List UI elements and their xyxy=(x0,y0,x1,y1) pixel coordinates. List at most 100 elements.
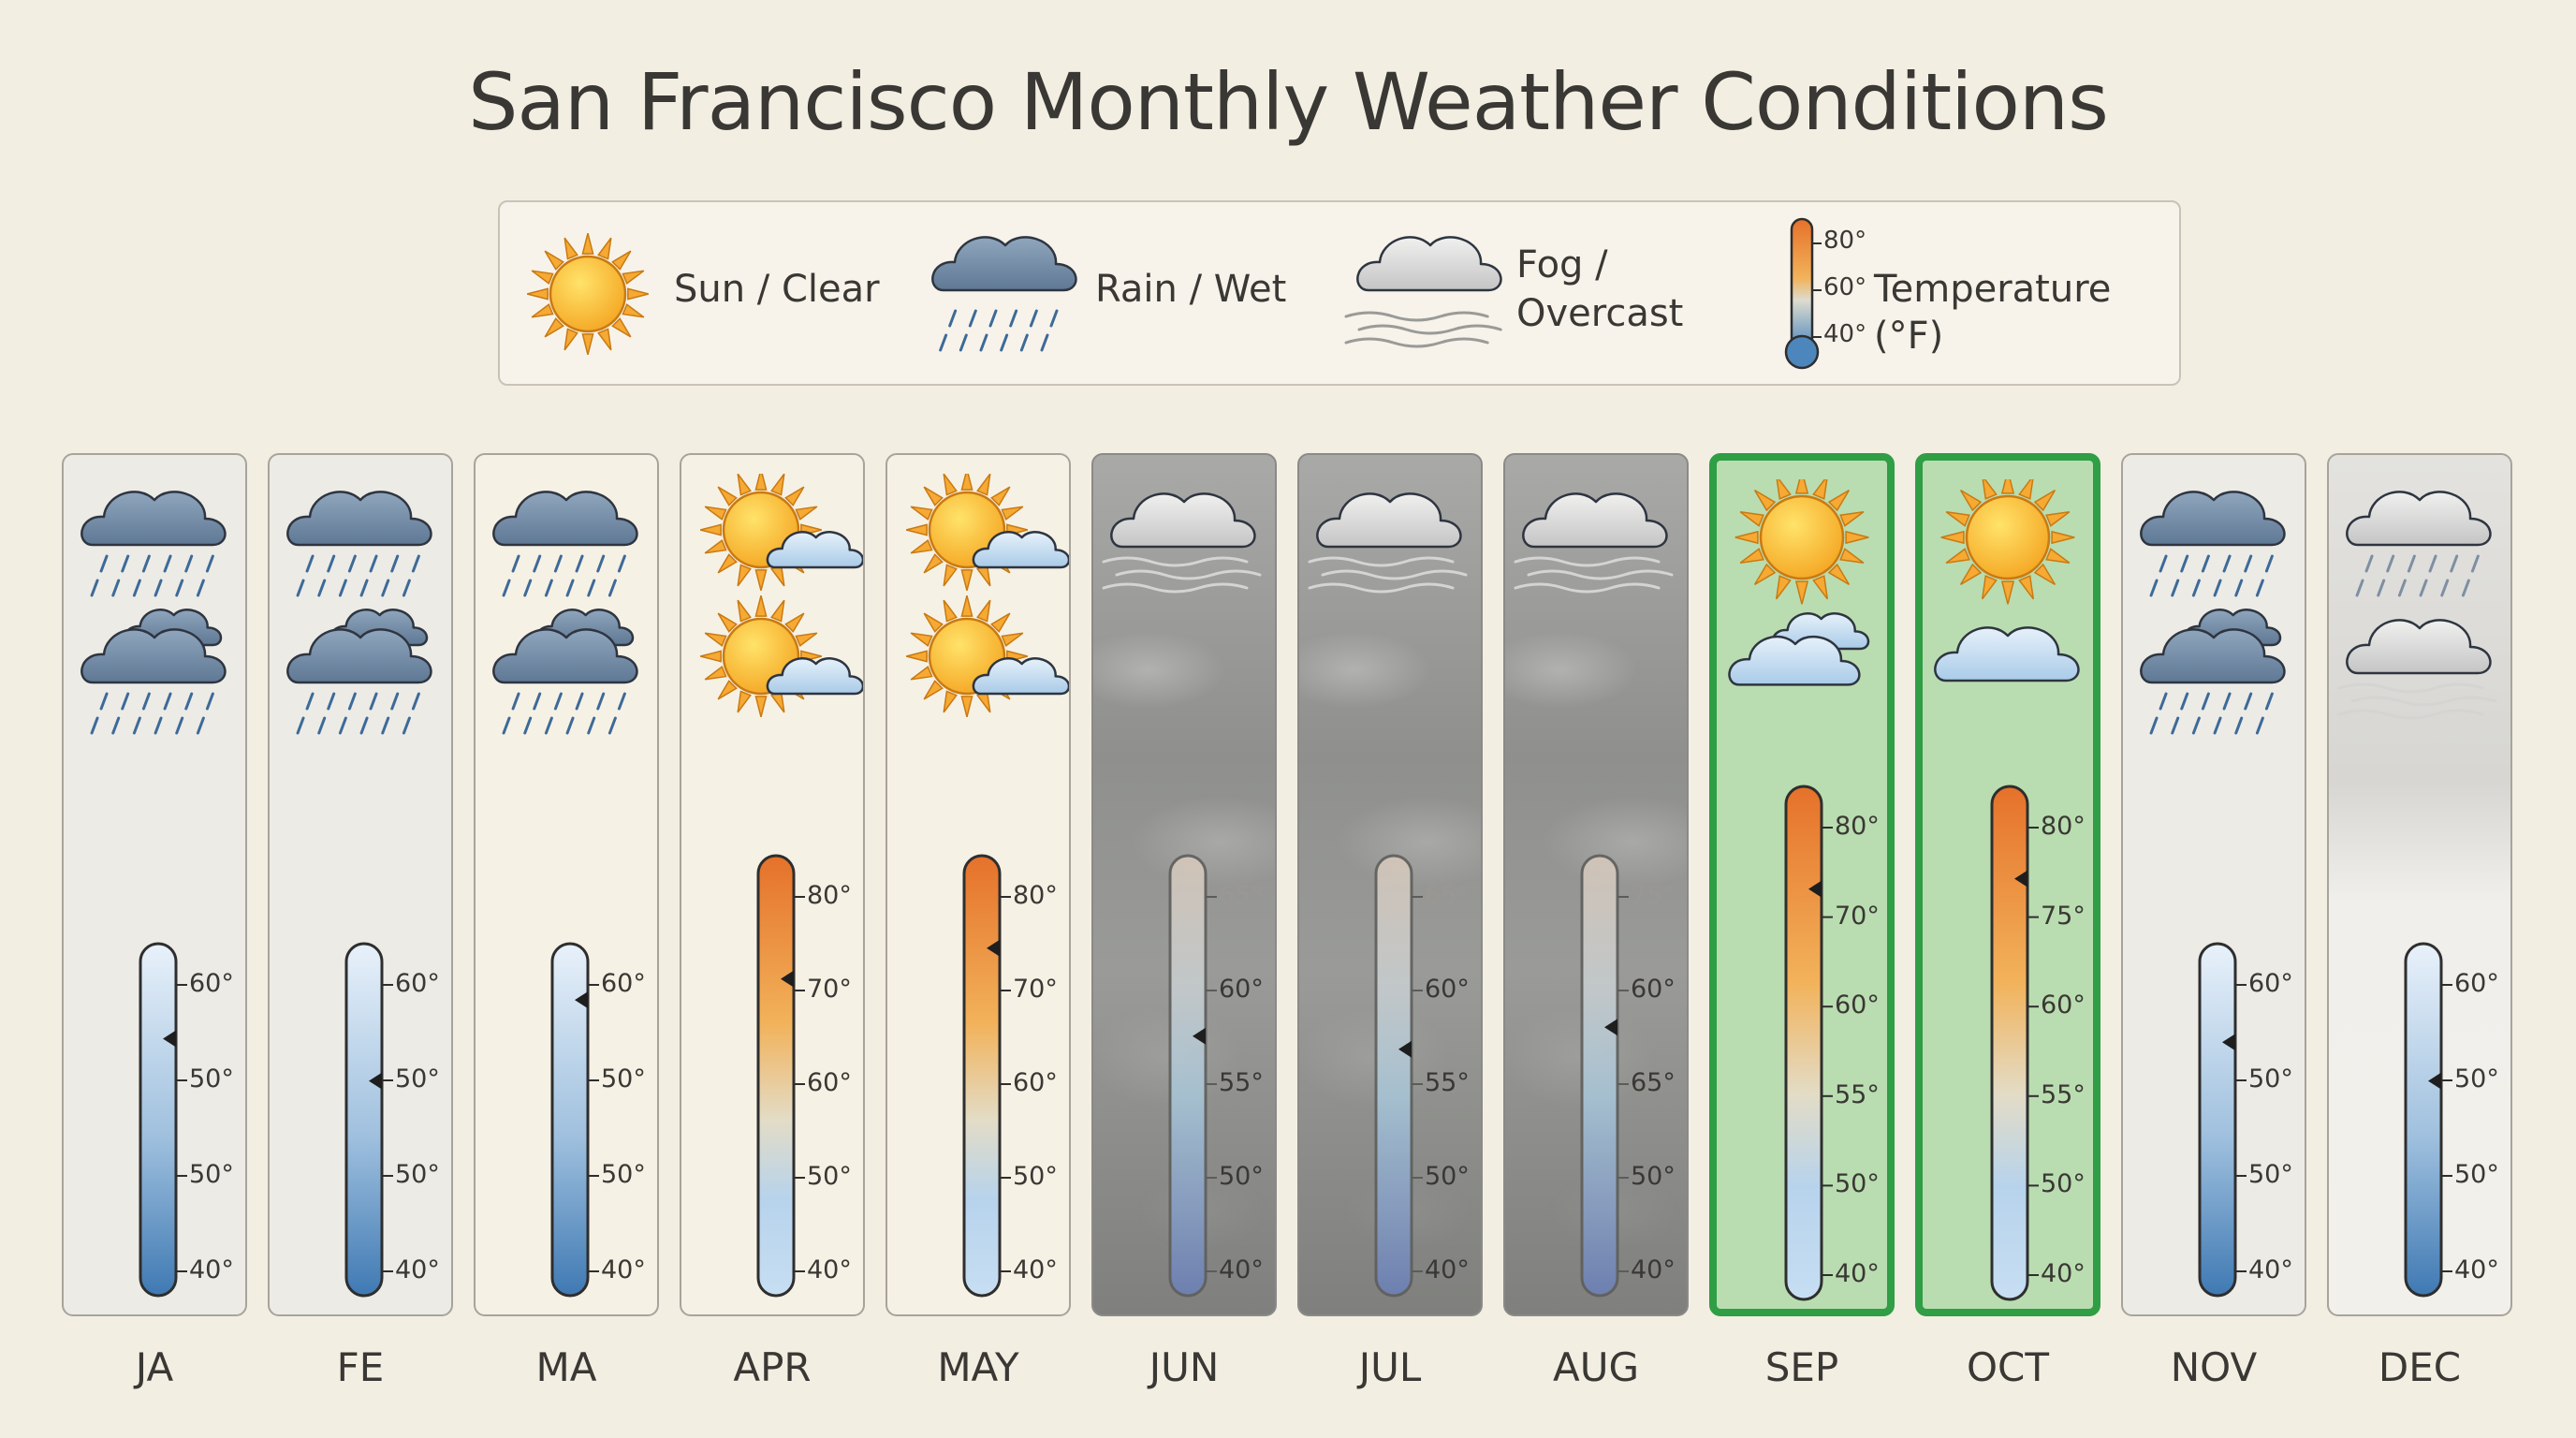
tick-label: 40° xyxy=(395,1255,440,1284)
tick-label: 60° xyxy=(2248,969,2293,998)
legend-rain-label: Rain / Wet xyxy=(1095,268,1287,311)
weather-icons xyxy=(2140,491,2286,735)
tick-label: 65° xyxy=(1219,881,1264,910)
weather-icons xyxy=(700,474,863,717)
legend-fog-label-1: Fog / xyxy=(1516,243,1608,286)
month-label-jun: JUN xyxy=(1149,1344,1220,1390)
month-column-sep: 80° 70° 60° 55° 50° 40° xyxy=(1709,453,1895,1316)
tick-label: 50° xyxy=(1219,1162,1264,1191)
legend-sun-label: Sun / Clear xyxy=(674,268,880,311)
thermometer xyxy=(139,942,187,1298)
month-column-oct: 80° 75° 60° 55° 50° 40° xyxy=(1915,453,2100,1316)
tick-label: 80° xyxy=(807,881,852,910)
tick-label: 60° xyxy=(189,969,234,998)
month-column-apr: 80° 70° 60° 50° 40° xyxy=(680,453,865,1316)
tick-label: 50° xyxy=(807,1162,852,1191)
thermometer xyxy=(962,854,1011,1298)
legend-tick-60: 60° xyxy=(1823,273,1867,301)
weather-icons xyxy=(1308,492,1468,594)
tick-label: 50° xyxy=(2248,1064,2293,1093)
tick-label: 60° xyxy=(601,969,646,998)
tick-label: 50° xyxy=(2248,1160,2293,1189)
month-label-nov: NOV xyxy=(2170,1344,2258,1390)
month-column-jun: 65° 60° 55° 50° 40° xyxy=(1091,453,1277,1316)
tick-label: 50° xyxy=(189,1064,234,1093)
month-label-apr: APR xyxy=(733,1344,812,1390)
rain-cloud-icon xyxy=(931,236,1077,352)
tick-label: 50° xyxy=(395,1064,440,1093)
fog-cloud-icon xyxy=(1344,236,1502,348)
weather-icons xyxy=(492,491,638,735)
tick-label: 40° xyxy=(1631,1255,1676,1284)
tick-label: 50° xyxy=(2041,1169,2086,1199)
tick-label: 40° xyxy=(2454,1255,2499,1284)
tick-label: 55° xyxy=(2041,1079,2086,1109)
weather-icons xyxy=(80,491,227,735)
tick-label: 40° xyxy=(189,1255,234,1284)
tick-label: 60° xyxy=(1013,1068,1058,1097)
tick-label: 50° xyxy=(1835,1169,1880,1199)
tick-label: 60° xyxy=(1631,975,1676,1004)
tick-label: 80° xyxy=(1835,812,1880,841)
legend: Sun / Clear Rain / Wet xyxy=(498,200,2181,386)
tick-label: 60° xyxy=(2041,990,2086,1020)
month-label-ma: MA xyxy=(535,1344,597,1390)
weather-icons xyxy=(1514,492,1674,594)
month-column-ja: 60° 50° 50° 40° xyxy=(62,453,247,1316)
tick-label: 40° xyxy=(1219,1255,1264,1284)
tick-label: 60° xyxy=(807,1068,852,1097)
tick-label: 50° xyxy=(2454,1064,2499,1093)
thermometer xyxy=(2404,942,2452,1298)
tick-label: 60° xyxy=(2454,969,2499,998)
tick-label: 65° xyxy=(1425,881,1470,910)
tick-label: 70° xyxy=(1013,975,1058,1004)
tick-label: 70° xyxy=(1835,901,1880,931)
tick-label: 50° xyxy=(2454,1160,2499,1189)
month-label-fe: FE xyxy=(336,1344,385,1390)
tick-label: 70° xyxy=(807,975,852,1004)
month-label-jul: JUL xyxy=(1358,1344,1422,1390)
month-label-may: MAY xyxy=(937,1344,1019,1390)
page-title: San Francisco Monthly Weather Conditions xyxy=(468,56,2109,148)
tick-label: 40° xyxy=(1013,1255,1058,1284)
month-column-dec: 60° 50° 50° 40° xyxy=(2327,453,2512,1316)
legend-tick-40: 40° xyxy=(1823,320,1867,348)
weather-icons xyxy=(1934,479,2080,682)
tick-label: 50° xyxy=(189,1160,234,1189)
legend-temp-label: Temperature (°F) xyxy=(1874,268,2112,358)
thermometer xyxy=(550,942,599,1298)
thermometer xyxy=(1580,854,1629,1298)
month-label-ja: JA xyxy=(135,1344,174,1390)
tick-label: 60° xyxy=(1835,990,1880,1020)
tick-label: 80° xyxy=(2041,812,2086,841)
month-label-oct: OCT xyxy=(1966,1344,2050,1390)
tick-label: 60° xyxy=(395,969,440,998)
tick-label: 50° xyxy=(1013,1162,1058,1191)
thermometer xyxy=(2198,942,2247,1298)
tick-label: 55° xyxy=(1835,1079,1880,1109)
tick-label: 80° xyxy=(1013,881,1058,910)
month-label-dec: DEC xyxy=(2378,1344,2462,1390)
tick-label: 50° xyxy=(601,1160,646,1189)
thermometer-icon xyxy=(1784,217,1822,370)
legend-fog-label-2: Overcast xyxy=(1516,292,1684,335)
weather-icons xyxy=(1102,492,1262,594)
tick-label: 55° xyxy=(1425,1068,1470,1097)
thermometer xyxy=(1374,854,1423,1298)
weather-icons xyxy=(286,491,432,735)
tick-label: 75° xyxy=(1631,881,1676,910)
thermometer xyxy=(1990,785,2039,1301)
month-column-jul: 65° 60° 55° 50° 40° xyxy=(1297,453,1483,1316)
tick-label: 40° xyxy=(807,1255,852,1284)
tick-label: 50° xyxy=(395,1160,440,1189)
month-column-ma: 60° 50° 50° 40° xyxy=(474,453,659,1316)
thermometer xyxy=(1168,854,1217,1298)
thermometer xyxy=(1784,785,1833,1301)
thermometer xyxy=(756,854,805,1298)
weather-icons xyxy=(1728,479,1870,686)
legend-tick-80: 80° xyxy=(1823,227,1867,255)
tick-label: 50° xyxy=(601,1064,646,1093)
month-column-fe: 60° 50° 50° 40° xyxy=(268,453,453,1316)
month-label-sep: SEP xyxy=(1764,1344,1839,1390)
month-label-aug: AUG xyxy=(1552,1344,1640,1390)
